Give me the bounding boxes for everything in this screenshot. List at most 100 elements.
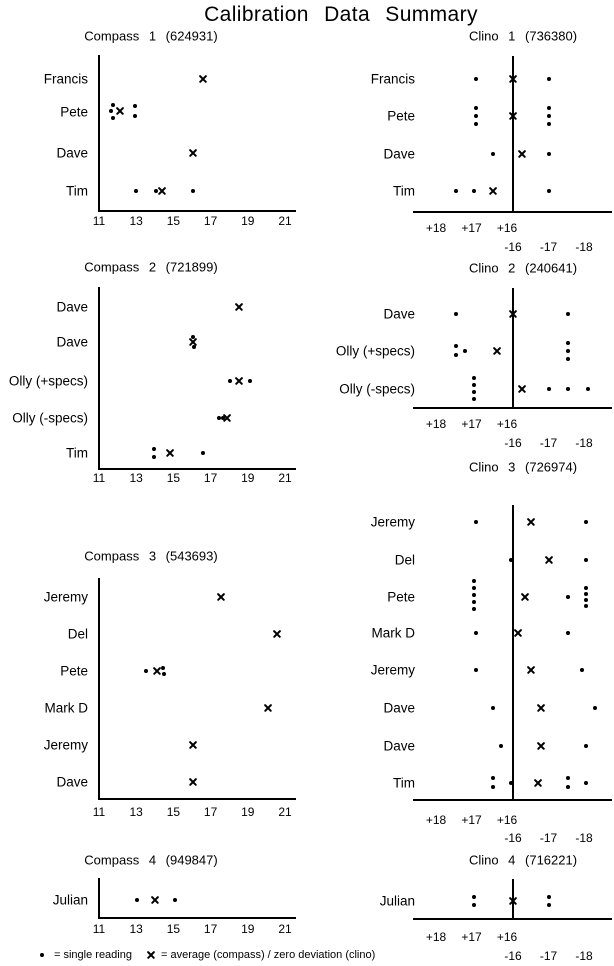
data-point-dot — [583, 598, 588, 602]
data-point-dot — [110, 103, 115, 107]
data-point-avg — [150, 895, 160, 905]
x-tick-label: 17 — [203, 805, 218, 819]
x-tick-label: 15 — [166, 922, 181, 936]
data-point-dot — [471, 607, 476, 611]
data-point-dot — [566, 785, 571, 789]
data-point-dot — [473, 77, 478, 81]
data-point-dot — [546, 152, 551, 156]
data-point-avg — [536, 741, 546, 751]
row-label: Francis — [370, 71, 415, 87]
data-point-dot — [201, 451, 206, 455]
data-point-dot — [144, 669, 149, 673]
x-tick-label: -18 — [575, 436, 593, 450]
row-label: Olly (-specs) — [339, 381, 415, 397]
data-point-dot — [134, 189, 139, 193]
zero-deviation-line — [512, 56, 514, 211]
x-tick-label: 19 — [241, 214, 255, 228]
row-label: Dave — [383, 700, 415, 716]
x-tick-label: +18 — [425, 417, 447, 431]
row-label: Jeremy — [370, 662, 415, 678]
x-axis-line — [98, 210, 296, 212]
x-tick-label: 19 — [241, 805, 255, 819]
data-point-avg — [152, 666, 162, 676]
x-tick-label: 21 — [278, 922, 292, 936]
row-label: Francis — [43, 71, 88, 87]
x-tick-label: +17 — [461, 930, 482, 944]
data-point-dot — [473, 668, 478, 672]
x-tick-label: -17 — [539, 240, 558, 254]
data-point-dot — [247, 379, 252, 383]
legend: = single reading = average (compass) / z… — [40, 948, 375, 962]
zero-deviation-line — [512, 288, 514, 407]
y-axis-line — [98, 578, 100, 798]
data-point-avg — [188, 740, 198, 750]
x-tick-label: 21 — [278, 805, 292, 819]
data-point-avg — [488, 186, 498, 196]
chart-title: Clino 4 (716221) — [468, 852, 578, 868]
data-point-dot — [583, 586, 588, 590]
x-axis-line — [413, 407, 612, 409]
chart-title: Clino 2 (240641) — [468, 260, 578, 276]
data-point-dot — [473, 520, 478, 524]
data-point-dot — [566, 341, 571, 345]
data-point-avg — [526, 665, 536, 675]
data-point-avg — [513, 628, 523, 638]
data-point-avg — [198, 74, 208, 84]
row-label: Pete — [387, 589, 415, 605]
data-point-dot — [454, 344, 459, 348]
chart-title: Compass 2 (721899) — [84, 259, 218, 275]
x-tick-label: 17 — [203, 922, 218, 936]
x-tick-label: 13 — [129, 922, 143, 936]
data-point-dot — [566, 387, 571, 391]
x-tick-label: 19 — [241, 922, 255, 936]
row-label: Tim — [66, 445, 88, 461]
data-point-dot — [473, 114, 478, 118]
row-label: Del — [394, 552, 415, 568]
legend-average-label: = average (compass) / zero deviation (cl… — [160, 949, 376, 961]
row-label: Del — [67, 626, 88, 642]
data-point-dot — [546, 189, 551, 193]
data-point-dot — [190, 189, 195, 193]
x-tick-label: 15 — [166, 471, 181, 485]
data-point-dot — [153, 189, 158, 193]
data-point-dot — [546, 387, 551, 391]
data-point-dot — [583, 592, 588, 596]
x-tick-label: +16 — [496, 930, 518, 944]
x-axis-line — [98, 798, 296, 800]
page-title: Calibration Data Summary — [204, 3, 478, 26]
data-point-dot — [228, 379, 233, 383]
data-point-avg — [492, 346, 502, 356]
data-point-avg — [234, 376, 244, 386]
data-point-dot — [498, 744, 503, 748]
data-point-dot — [583, 558, 588, 562]
row-label: Mark D — [44, 700, 89, 716]
data-point-dot — [110, 116, 115, 120]
row-label: Olly (+specs) — [8, 373, 88, 389]
data-point-dot — [509, 558, 514, 562]
x-tick-label: +17 — [461, 221, 482, 235]
data-point-dot — [566, 631, 571, 635]
data-point-dot — [471, 376, 476, 380]
data-point-dot — [109, 109, 114, 113]
x-tick-label: +17 — [461, 813, 482, 827]
data-point-avg — [508, 896, 518, 906]
data-point-dot — [471, 600, 476, 604]
data-point-dot — [473, 106, 478, 110]
chart-title: Compass 1 (624931) — [84, 28, 218, 44]
data-point-dot — [471, 397, 476, 401]
data-point-avg — [508, 74, 518, 84]
row-label: Pete — [387, 108, 415, 124]
x-axis-line — [98, 468, 296, 470]
row-label: Julian — [52, 892, 88, 908]
y-axis-line — [98, 878, 100, 917]
data-point-dot — [471, 189, 476, 193]
data-point-avg — [188, 148, 198, 158]
row-label: Tim — [393, 183, 415, 199]
data-point-avg — [508, 111, 518, 121]
x-tick-label: -16 — [504, 831, 522, 845]
data-point-dot — [161, 666, 166, 670]
data-point-dot — [471, 383, 476, 387]
data-point-dot — [173, 898, 178, 902]
data-point-avg — [115, 106, 125, 116]
data-point-dot — [216, 416, 221, 420]
